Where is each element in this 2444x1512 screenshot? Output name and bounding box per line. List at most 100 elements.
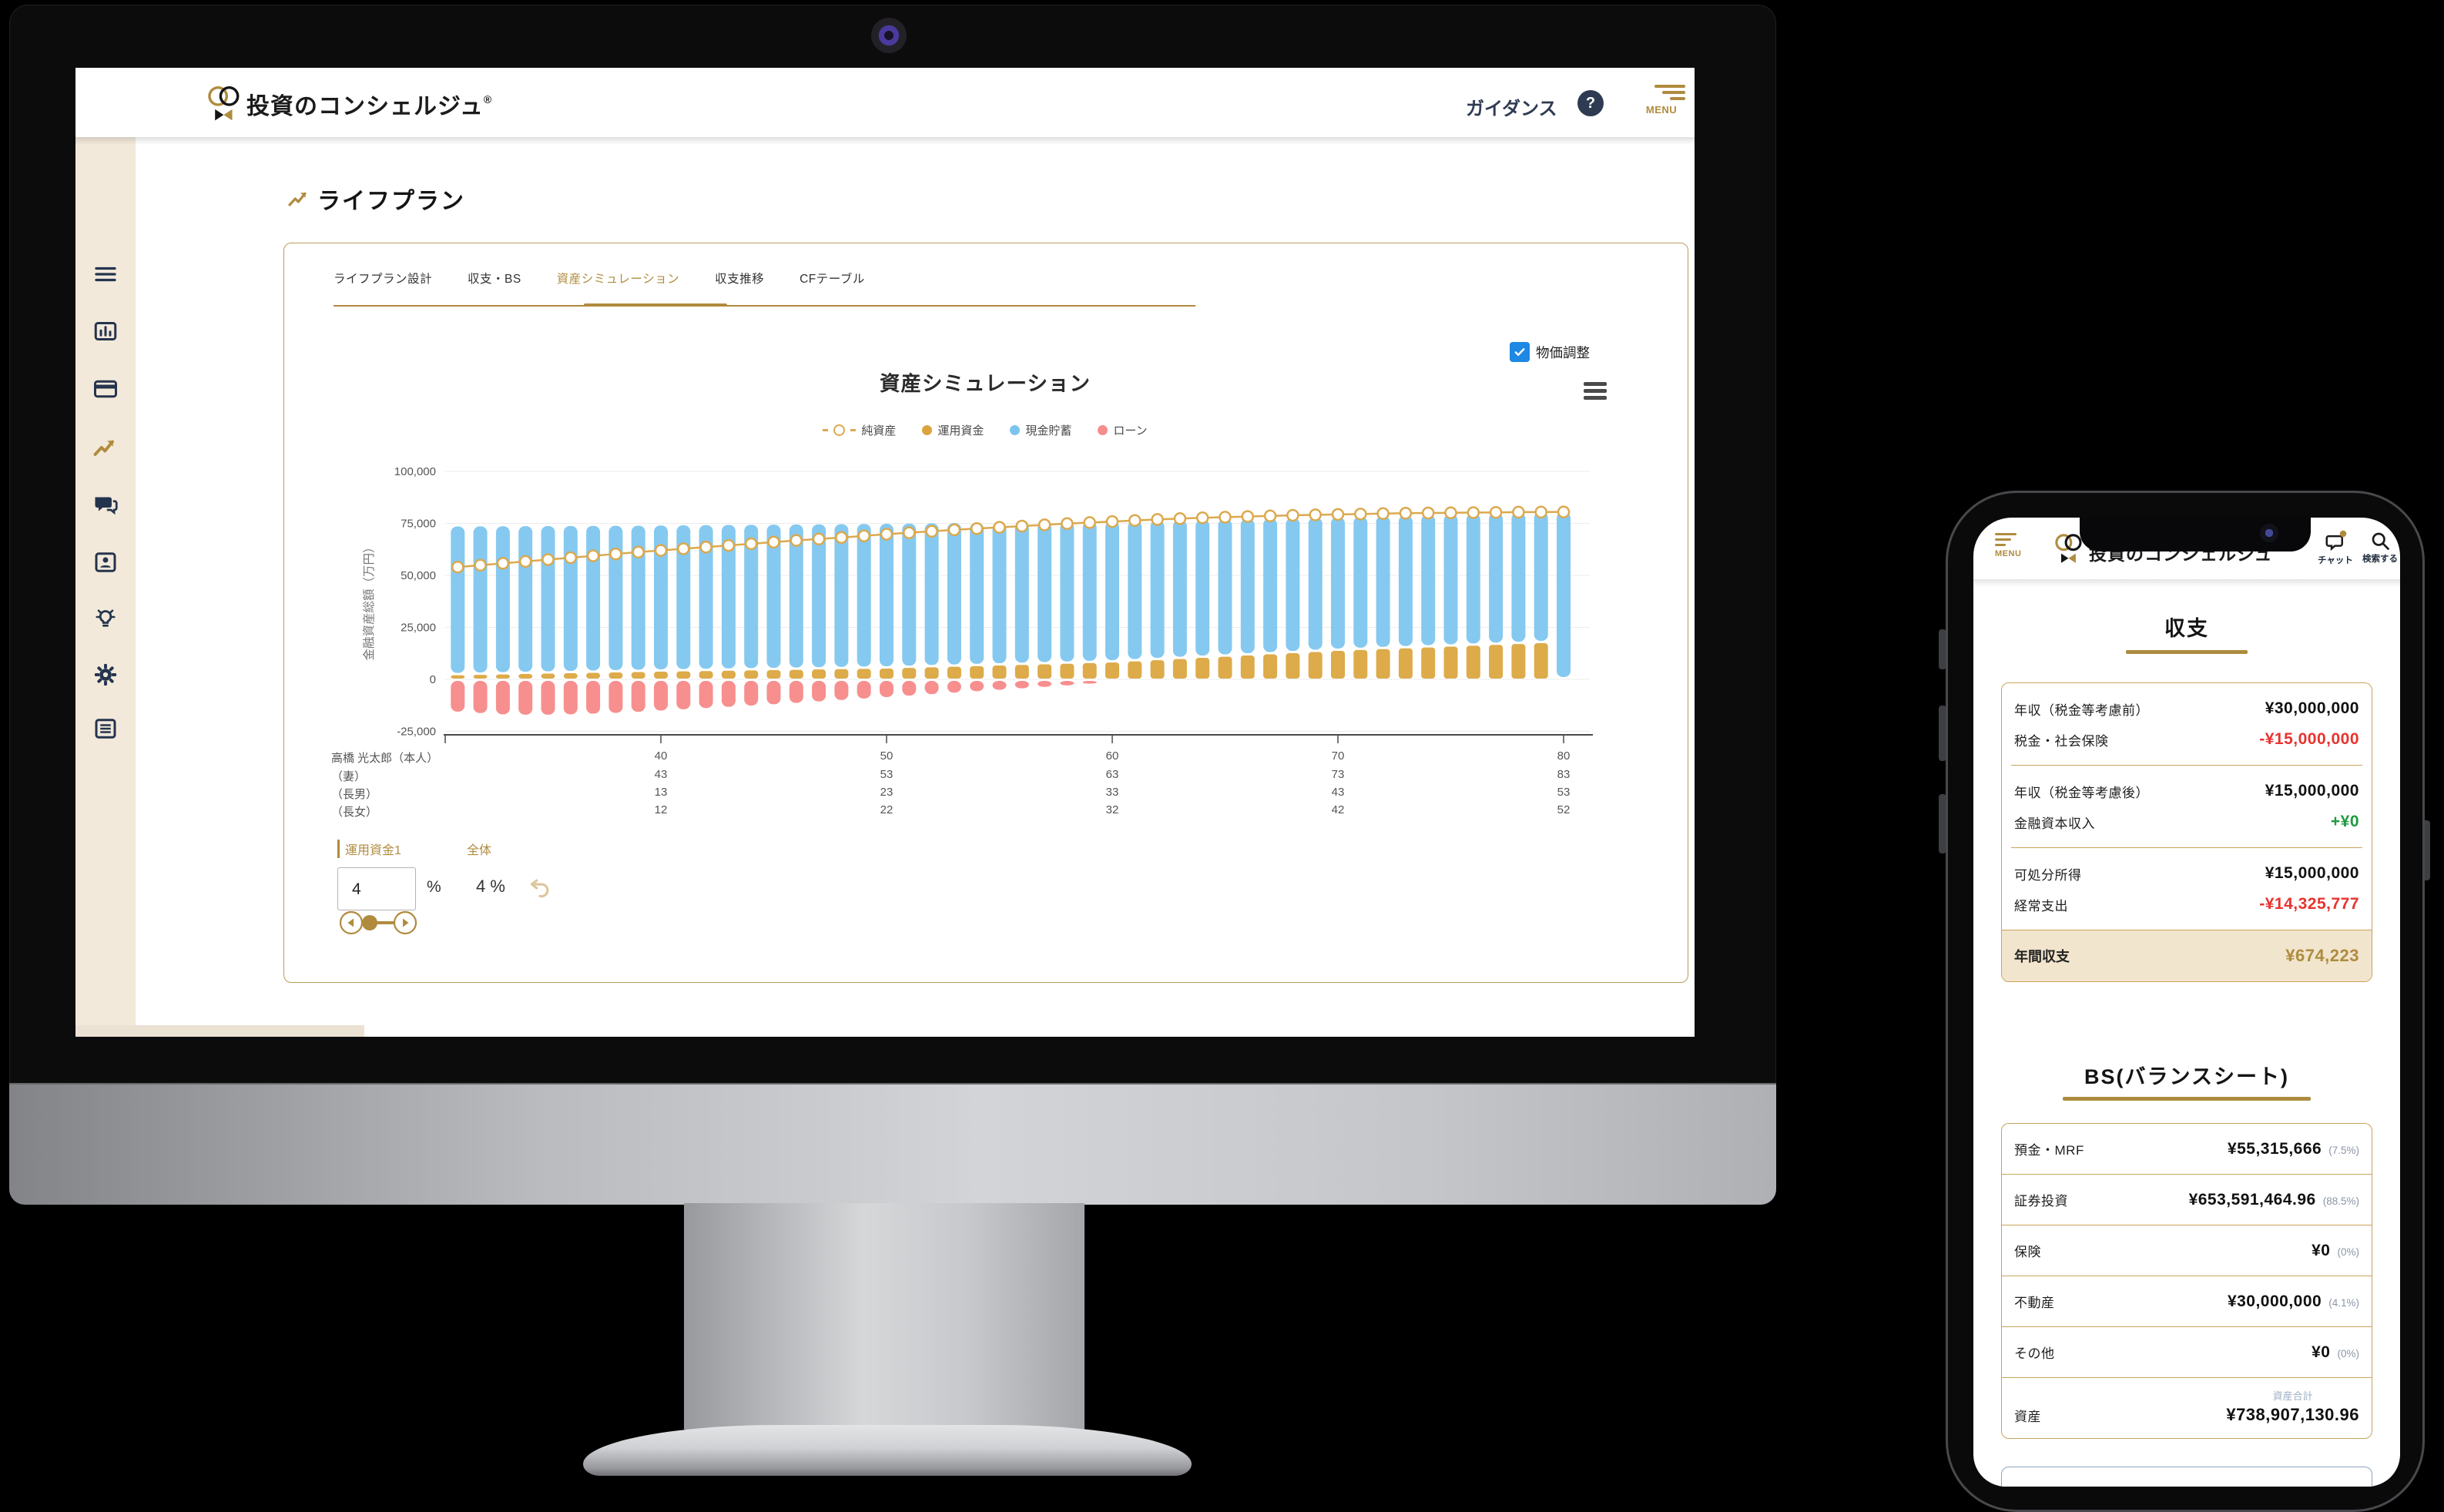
asset-simulation-chart[interactable]: 100,000 75,000 50,000 25,000 0 -25,000 金融資産総額（… (330, 376, 1624, 744)
family-age: 43 (1331, 786, 1345, 799)
liability-card-preview (2001, 1467, 2372, 1487)
row-percent: (0%) (2337, 1347, 2359, 1359)
front-camera-icon (2260, 524, 2278, 542)
sidebar-dashboard-icon[interactable] (92, 317, 119, 345)
row-percent: (0%) (2337, 1245, 2359, 1258)
menu-bar-icon (1995, 533, 2017, 535)
family-age: 53 (1557, 786, 1571, 799)
row-label: 経常支出 (2014, 898, 2068, 914)
help-icon[interactable]: ? (1577, 90, 1604, 116)
brand-logo-icon[interactable] (208, 85, 240, 122)
chart-context-menu-icon[interactable] (1584, 382, 1607, 404)
bs-section-title: BS(バランスシート) (2084, 1065, 2289, 1088)
sidebar-lifeplan-icon[interactable] (92, 434, 119, 461)
legend-label: ローン (1113, 424, 1148, 438)
family-age: 80 (1557, 749, 1571, 763)
legend-loan[interactable]: ローン (1098, 422, 1148, 438)
slider-thumb (362, 915, 377, 930)
legend-managed-funds[interactable]: 運用資金 (922, 422, 984, 438)
income-title-underline (2126, 650, 2248, 654)
menu-button-label: MENU (1645, 104, 1678, 116)
income-section-title: 収支 (2164, 617, 2209, 640)
sidebar-hamburger-icon[interactable] (92, 260, 119, 288)
line-marker-icon (823, 429, 829, 431)
family-row-label: （長男） (331, 788, 378, 801)
income-row: 税金・社会保険 -¥15,000,000 (2014, 724, 2359, 755)
tab-asset-simulation[interactable]: 資産シミュレーション (556, 273, 680, 286)
row-value: -¥14,325,777 (2259, 895, 2359, 913)
sidebar-idea-icon[interactable] (92, 605, 119, 633)
family-row-label: 高橋 光太郎（本人） (331, 752, 439, 765)
tabs-underline (334, 305, 1195, 307)
brand-title[interactable]: 投資のコンシェルジュ® (246, 93, 493, 119)
sidebar-news-icon[interactable] (92, 715, 119, 743)
family-age: 23 (880, 786, 893, 799)
sidebar-contact-icon[interactable] (92, 548, 119, 576)
tab-income-bs[interactable]: 収支・BS (468, 273, 521, 286)
desktop-app-screen: 投資のコンシェルジュ® ガイダンス ? MENU (75, 68, 1695, 1037)
rate-slider[interactable] (334, 903, 430, 943)
sidebar-chat-icon[interactable] (92, 491, 119, 519)
line-marker-icon (850, 429, 857, 431)
legend-label: 運用資金 (937, 424, 984, 438)
price-adjust-checkbox[interactable] (1510, 342, 1530, 362)
guidance-button[interactable]: ガイダンス (1466, 99, 1557, 119)
phone-search-label: 検索する (2362, 555, 2398, 564)
menu-bar-icon (1662, 91, 1685, 94)
bs-row: 証券投資 ¥653,591,464.96 (88.5%) (2002, 1175, 2372, 1225)
rate-input[interactable]: 4 (337, 867, 416, 910)
bottom-strip (75, 1025, 364, 1037)
bs-title-underline (2063, 1097, 2311, 1101)
row-label: 保険 (2014, 1245, 2041, 1259)
row-value: ¥15,000,000 (2265, 782, 2359, 800)
overall-subtab[interactable]: 全体 (467, 844, 492, 857)
legend-label: 純資産 (861, 424, 897, 438)
phone-search-button[interactable]: 検索する (2360, 530, 2400, 565)
row-percent: (88.5%) (2322, 1195, 2359, 1207)
annual-balance-row: 年間収支 ¥674,223 (2002, 930, 2372, 981)
menu-button[interactable]: MENU (1638, 82, 1685, 126)
tab-lifeplan-design[interactable]: ライフプラン設計 (334, 273, 433, 286)
family-age: 70 (1331, 749, 1345, 763)
family-age: 32 (1105, 803, 1119, 816)
lifeplan-title-icon (288, 192, 307, 206)
family-age: 63 (1105, 768, 1119, 781)
svg-text:0: 0 (430, 673, 436, 686)
legend-cash-savings[interactable]: 現金貯蓄 (1010, 422, 1071, 438)
divider (2011, 765, 2362, 766)
tab-cf-table[interactable]: CFテーブル (800, 273, 865, 286)
monitor-stand-neck (684, 1203, 1085, 1430)
row-value: ¥55,315,666 (2227, 1139, 2322, 1158)
bs-row: 預金・MRF ¥55,315,666 (7.5%) (2002, 1124, 2372, 1175)
row-percent: (4.1%) (2328, 1296, 2359, 1309)
row-label: その他 (2014, 1346, 2055, 1361)
bs-card: 預金・MRF ¥55,315,666 (7.5%) 証券投資 ¥653,591,… (2001, 1123, 2372, 1439)
family-row-label: （長女） (331, 806, 378, 819)
fund1-subtab[interactable]: 運用資金1 (337, 840, 401, 858)
phone-chat-button[interactable]: チャット (2311, 530, 2360, 566)
income-row: 年収（税金等考慮前） ¥30,000,000 (2014, 693, 2359, 724)
row-value: ¥653,591,464.96 (2188, 1190, 2316, 1209)
bs-row: その他 ¥0 (0%) (2002, 1327, 2372, 1378)
legend-net-assets[interactable]: 純資産 (823, 422, 896, 438)
income-row: 可処分所得 ¥15,000,000 (2014, 858, 2359, 889)
phone-brand-logo-icon[interactable] (2055, 533, 2083, 564)
row-label: 不動産 (2014, 1296, 2055, 1310)
row-value: ¥674,223 (2285, 946, 2359, 965)
undo-icon[interactable] (527, 875, 553, 901)
phone-power-button (2422, 820, 2430, 880)
row-value: ¥0 (2312, 1241, 2331, 1259)
phone-mute-switch (1939, 629, 1946, 669)
phone-volume-up-button (1939, 706, 1946, 761)
row-value: +¥0 (2330, 813, 2359, 830)
menu-bar-icon (1995, 544, 2006, 546)
family-age: 33 (1105, 786, 1119, 799)
row-label: 税金・社会保険 (2014, 733, 2109, 749)
phone-chat-label: チャット (2318, 556, 2353, 565)
sidebar-settings-icon[interactable] (92, 661, 119, 689)
svg-text:25,000: 25,000 (401, 622, 436, 635)
sidebar (75, 137, 136, 1037)
sidebar-card-icon[interactable] (92, 375, 119, 403)
tab-income-trend[interactable]: 収支推移 (715, 273, 765, 286)
phone-menu-button[interactable]: MENU (1995, 533, 2021, 558)
